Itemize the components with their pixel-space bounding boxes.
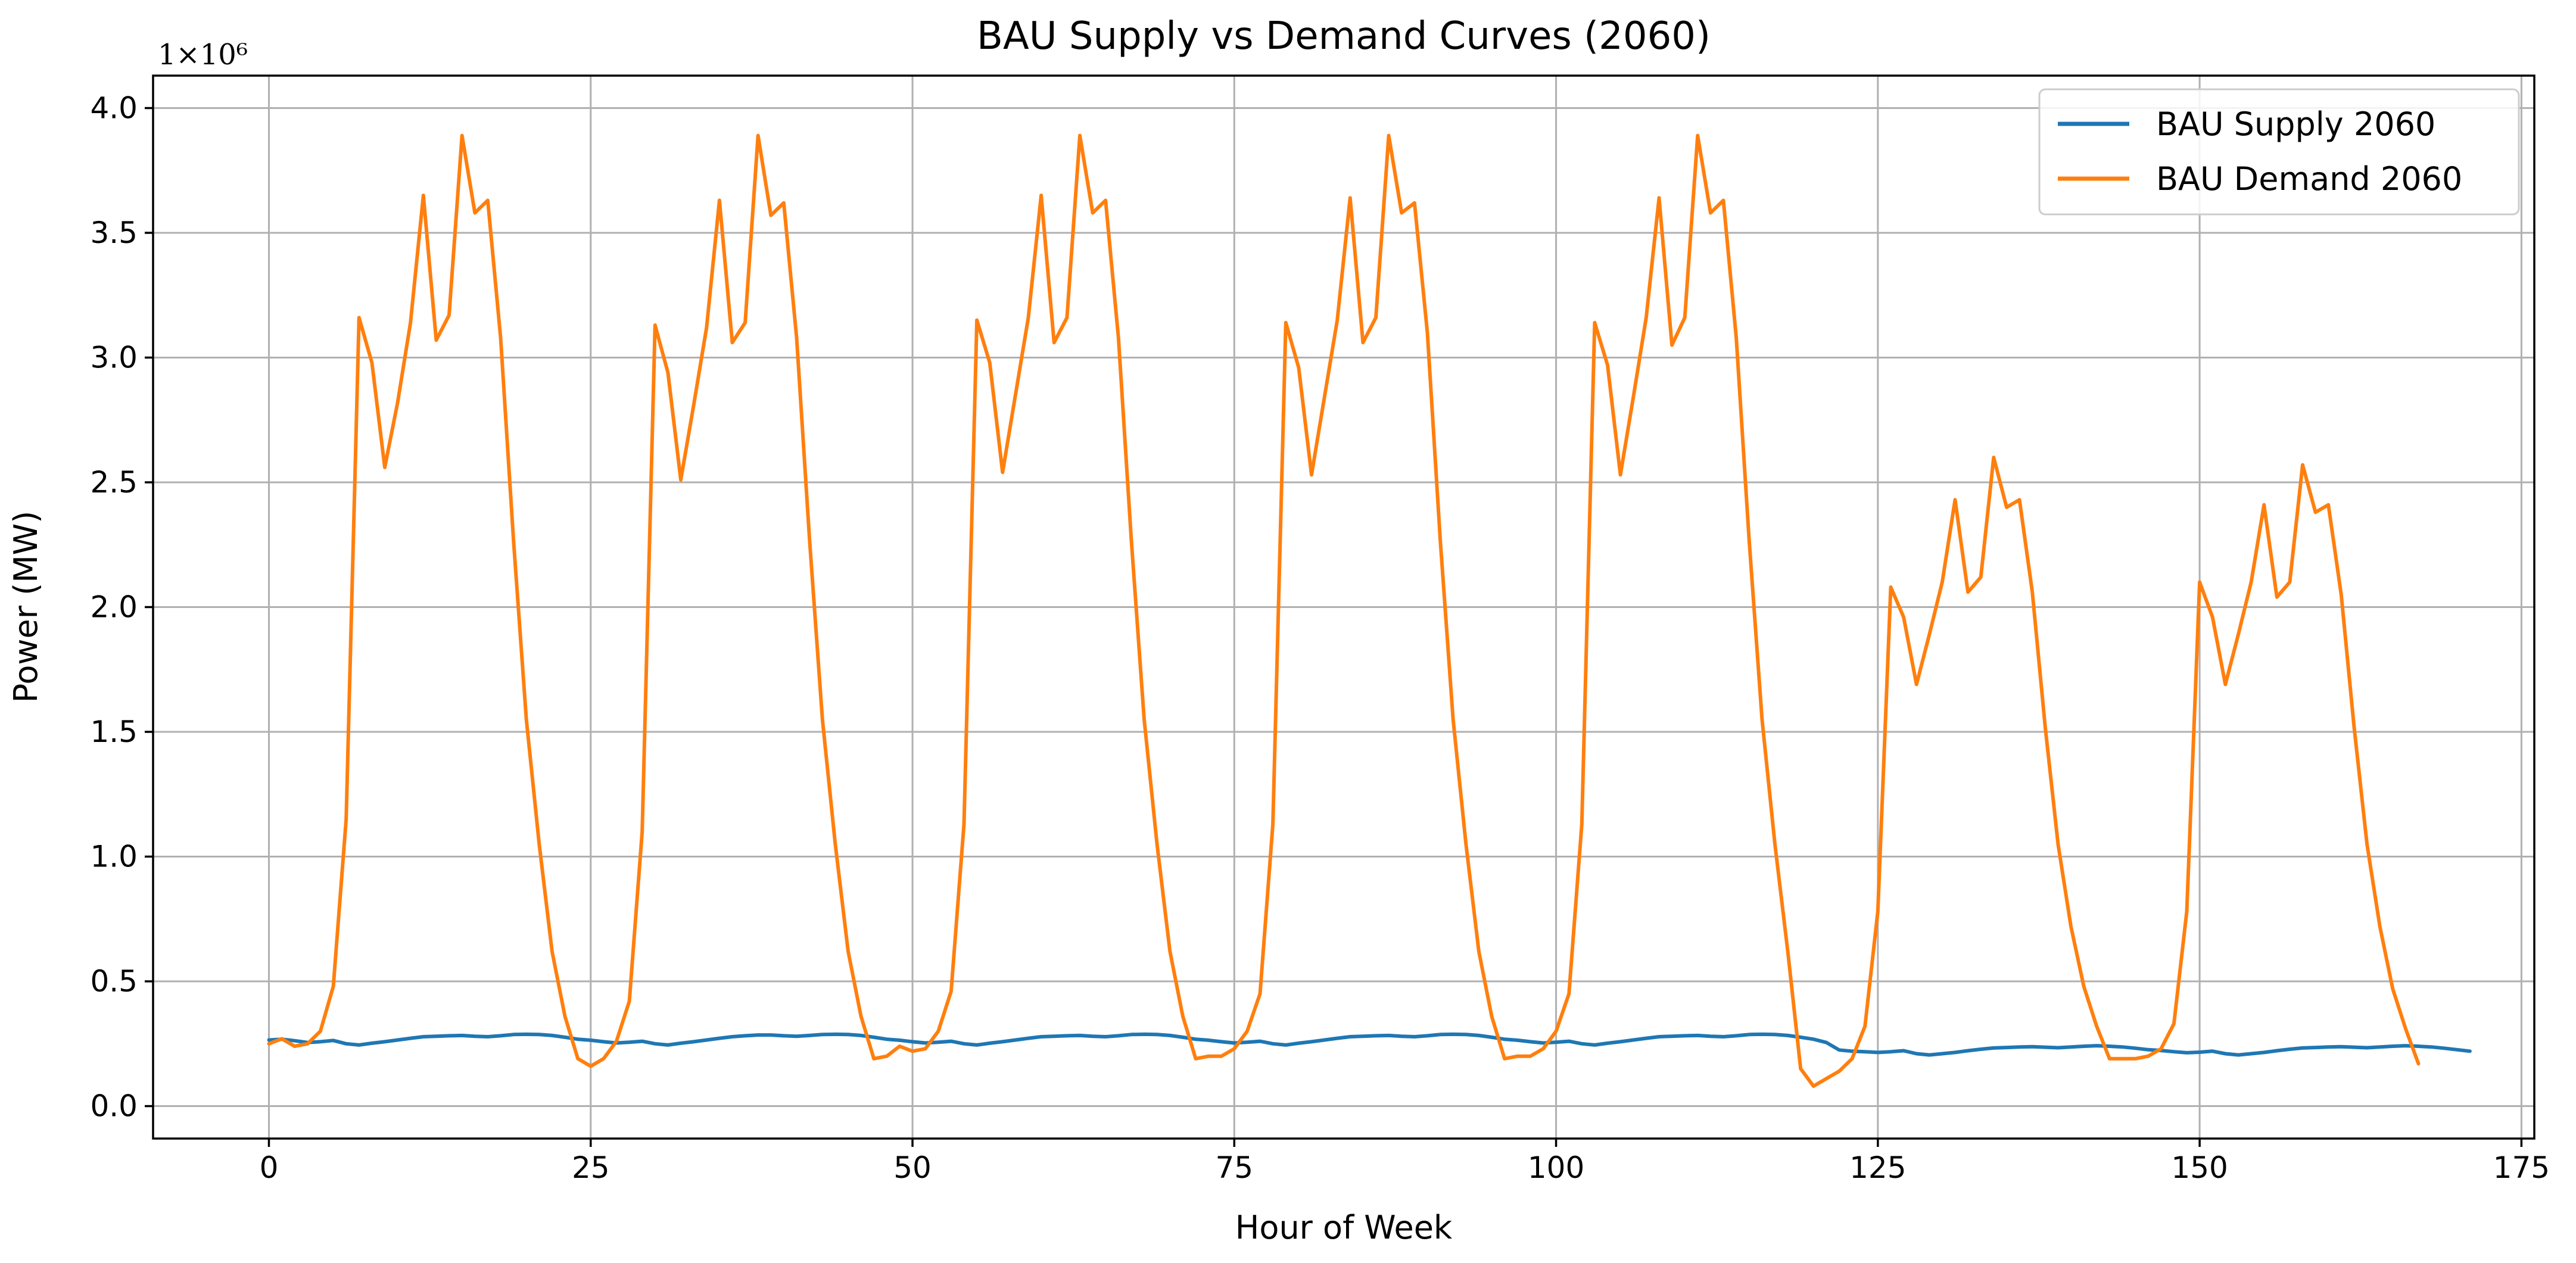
x-tick-label: 125 <box>1849 1150 1906 1185</box>
y-tick-label: 3.5 <box>90 216 138 250</box>
legend-box <box>2038 88 2520 216</box>
x-tick-label: 100 <box>1528 1150 1584 1185</box>
series-line-supply <box>267 1032 2472 1057</box>
y-axis-label: Power (MW) <box>7 511 45 703</box>
axis-ticks: 0 25 50 75 100 125 150 175 0.0 0.5 1.0 1.5 2.0 2.5 3.0… <box>90 91 2550 1185</box>
series-layer <box>267 133 2472 1088</box>
x-tick-label: 75 <box>1215 1150 1253 1185</box>
x-tick-label: 25 <box>572 1150 610 1185</box>
x-tick-label: 175 <box>2493 1150 2550 1185</box>
y-tick-label: 0.0 <box>90 1089 138 1124</box>
x-axis-label: Hour of Week <box>1235 1209 1453 1246</box>
y-tick-label: 1.0 <box>90 840 138 874</box>
x-tick-label: 50 <box>893 1150 932 1185</box>
y-tick-label: 2.5 <box>90 465 138 500</box>
y-tick-label: 1.5 <box>90 715 138 749</box>
y-tick-label: 3.0 <box>90 340 138 375</box>
legend-label-demand: BAU Demand 2060 <box>2156 160 2462 198</box>
chart-title: BAU Supply vs Demand Curves (2060) <box>977 14 1711 58</box>
legend-label-supply: BAU Supply 2060 <box>2156 105 2435 143</box>
y-tick-label: 0.5 <box>90 964 138 999</box>
series-line-demand <box>267 133 2421 1088</box>
y-tick-label: 4.0 <box>90 91 138 125</box>
x-tick-label: 150 <box>2171 1150 2228 1185</box>
x-tick-label: 0 <box>260 1150 279 1185</box>
grid-lines <box>153 76 2534 1139</box>
legend: BAU Supply 2060 BAU Demand 2060 <box>2038 88 2520 216</box>
y-axis-multiplier: 1×10⁶ <box>158 38 248 71</box>
y-tick-label: 2.0 <box>90 590 138 625</box>
